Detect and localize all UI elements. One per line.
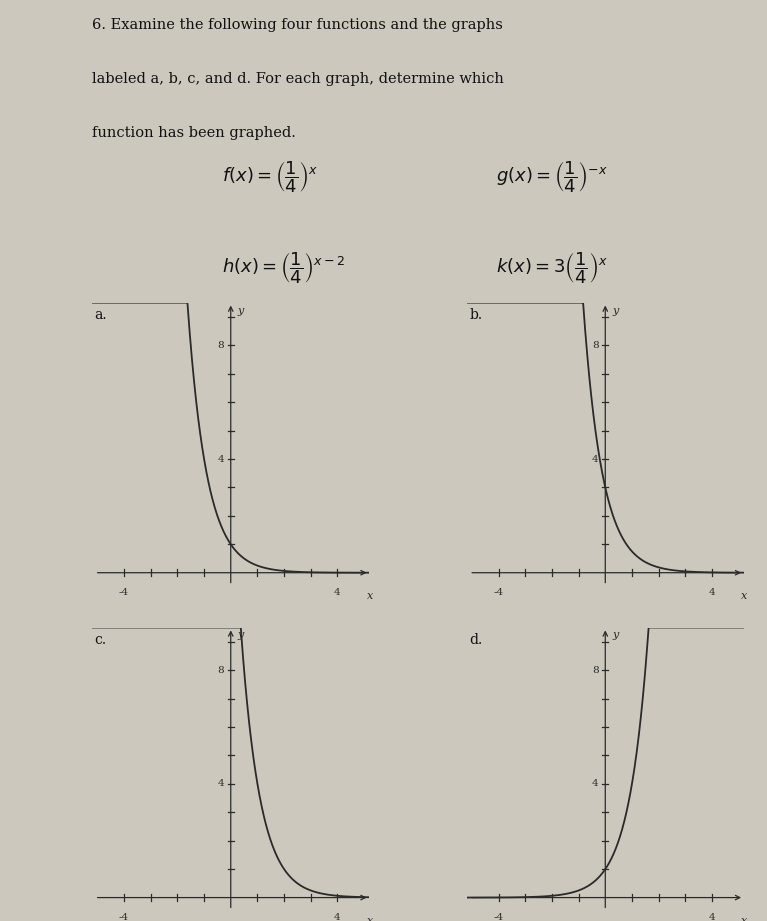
Text: $f(x) = \left(\dfrac{1}{4}\right)^{x}$: $f(x) = \left(\dfrac{1}{4}\right)^{x}$ [222, 159, 318, 195]
Text: 4: 4 [709, 589, 716, 598]
Text: 8: 8 [592, 341, 598, 350]
Text: 4: 4 [218, 779, 224, 788]
Text: $k(x) = 3\left(\dfrac{1}{4}\right)^{x}$: $k(x) = 3\left(\dfrac{1}{4}\right)^{x}$ [496, 250, 608, 286]
Text: x: x [367, 591, 373, 601]
Text: -4: -4 [119, 589, 129, 598]
Text: function has been graphed.: function has been graphed. [92, 125, 296, 140]
Text: -4: -4 [119, 914, 129, 921]
Text: $h(x) = \left(\dfrac{1}{4}\right)^{x-2}$: $h(x) = \left(\dfrac{1}{4}\right)^{x-2}$ [222, 250, 346, 286]
Text: y: y [238, 306, 244, 316]
Text: y: y [612, 306, 618, 316]
Text: -4: -4 [493, 914, 504, 921]
Text: 4: 4 [218, 455, 224, 463]
Text: c.: c. [94, 634, 107, 647]
Text: x: x [742, 916, 748, 921]
Text: a.: a. [94, 309, 107, 322]
Text: 8: 8 [592, 666, 598, 675]
Text: b.: b. [469, 309, 482, 322]
Text: 4: 4 [334, 914, 341, 921]
Text: labeled a, b, c, and d. For each graph, determine which: labeled a, b, c, and d. For each graph, … [92, 72, 504, 86]
Text: 4: 4 [592, 779, 598, 788]
Text: 6. Examine the following four functions and the graphs: 6. Examine the following four functions … [92, 18, 503, 32]
Text: y: y [238, 630, 244, 640]
Text: 4: 4 [592, 455, 598, 463]
Text: y: y [612, 630, 618, 640]
Text: 4: 4 [334, 589, 341, 598]
Text: 8: 8 [218, 666, 224, 675]
Text: 4: 4 [709, 914, 716, 921]
Text: x: x [742, 591, 748, 601]
Text: $g(x) = \left(\dfrac{1}{4}\right)^{-x}$: $g(x) = \left(\dfrac{1}{4}\right)^{-x}$ [496, 159, 608, 195]
Text: -4: -4 [493, 589, 504, 598]
Text: d.: d. [469, 634, 482, 647]
Text: x: x [367, 916, 373, 921]
Text: 8: 8 [218, 341, 224, 350]
